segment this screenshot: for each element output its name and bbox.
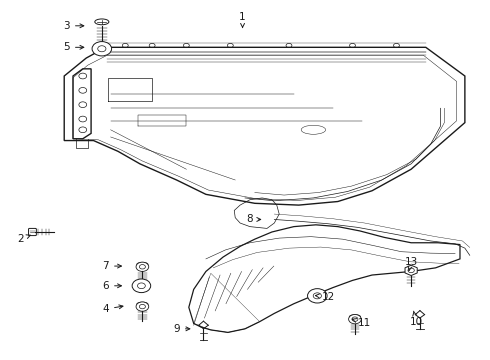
- Text: 9: 9: [173, 324, 190, 334]
- Circle shape: [98, 46, 106, 52]
- Circle shape: [132, 279, 151, 293]
- Text: 4: 4: [102, 304, 123, 314]
- FancyBboxPatch shape: [28, 228, 36, 235]
- Ellipse shape: [137, 262, 148, 266]
- Circle shape: [139, 305, 146, 309]
- Circle shape: [136, 262, 149, 271]
- Text: 7: 7: [102, 261, 122, 271]
- Circle shape: [408, 268, 414, 273]
- Text: 12: 12: [316, 292, 335, 302]
- Text: 6: 6: [102, 281, 122, 291]
- Text: 5: 5: [63, 42, 84, 52]
- Ellipse shape: [137, 302, 148, 306]
- Text: 11: 11: [352, 319, 371, 328]
- Circle shape: [348, 315, 361, 324]
- Text: 2: 2: [17, 234, 30, 244]
- Text: 8: 8: [246, 215, 261, 224]
- Text: 3: 3: [63, 21, 84, 31]
- Circle shape: [352, 317, 358, 321]
- Ellipse shape: [349, 315, 361, 319]
- Polygon shape: [405, 265, 417, 275]
- Circle shape: [138, 283, 146, 289]
- Circle shape: [308, 289, 327, 303]
- Circle shape: [313, 293, 321, 299]
- Circle shape: [136, 302, 149, 311]
- Text: 13: 13: [405, 257, 418, 271]
- Text: 10: 10: [410, 311, 422, 327]
- Circle shape: [139, 265, 146, 269]
- Text: 1: 1: [239, 12, 246, 28]
- Ellipse shape: [95, 19, 109, 25]
- Circle shape: [92, 41, 112, 56]
